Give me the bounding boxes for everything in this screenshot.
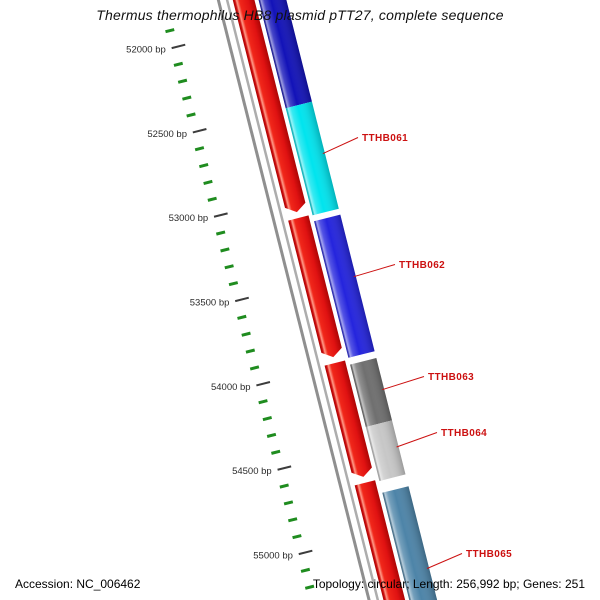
minor-tick (249, 365, 260, 371)
gene-label-tthb062[interactable]: TTHB062 (399, 260, 445, 271)
minor-tick (279, 483, 289, 489)
ruler-label: 54000 bp (211, 382, 251, 393)
gene-label-leader (396, 432, 438, 448)
minor-tick (165, 28, 175, 34)
status-accession: Accession: NC_006462 (15, 577, 141, 591)
gene-label-tthb064[interactable]: TTHB064 (441, 428, 487, 439)
gene-label-leader (322, 137, 359, 155)
minor-tick (228, 281, 239, 287)
minor-tick (287, 517, 298, 523)
minor-tick (304, 584, 315, 590)
minor-tick (283, 500, 294, 506)
minor-tick (258, 399, 268, 405)
gene-label-leader (426, 553, 463, 569)
ruler-label: 52000 bp (126, 45, 166, 56)
minor-tick (203, 179, 213, 185)
map-title: Thermus thermophilus HB8 plasmid pTT27, … (96, 7, 504, 23)
minor-tick (215, 230, 226, 236)
gene-label-leader (353, 264, 396, 278)
cds-arrow[interactable] (324, 360, 372, 477)
minor-tick (207, 196, 217, 202)
ruler-label: 54500 bp (232, 466, 272, 477)
backbone-inner-line (225, 0, 380, 600)
major-tick (234, 296, 250, 303)
minor-tick (177, 78, 188, 84)
ruler-label: 53000 bp (169, 213, 209, 224)
minor-tick (245, 348, 256, 354)
ruler-label: 52500 bp (147, 129, 187, 140)
major-tick (277, 465, 292, 471)
minor-tick (241, 331, 251, 337)
status-bar: Accession: NC_006462 Topology: circular;… (15, 577, 585, 591)
major-tick (256, 381, 271, 387)
major-tick (298, 549, 313, 556)
minor-tick (262, 416, 273, 422)
minor-tick (271, 449, 281, 455)
minor-tick (224, 264, 234, 270)
backbone-outer-line (216, 0, 371, 600)
ruler-label: 53500 bp (190, 298, 230, 309)
minor-tick (266, 432, 277, 438)
minor-tick (220, 247, 230, 253)
gene-label-tthb065[interactable]: TTHB065 (466, 549, 512, 560)
minor-tick (292, 534, 302, 540)
minor-tick (194, 146, 205, 152)
minor-tick (237, 314, 247, 320)
major-tick (192, 128, 207, 134)
gene-feature-tthb064[interactable] (365, 420, 406, 481)
major-tick (171, 43, 186, 50)
minor-tick (186, 112, 196, 118)
major-tick (213, 212, 228, 218)
gene-label-tthb061[interactable]: TTHB061 (362, 133, 408, 144)
minor-tick (300, 567, 311, 573)
status-summary: Topology: circular; Length: 256,992 bp; … (312, 577, 585, 591)
ruler-label: 55000 bp (253, 551, 293, 562)
minor-tick (199, 163, 209, 169)
minor-tick (182, 95, 192, 101)
gene-label-tthb063[interactable]: TTHB063 (428, 372, 474, 383)
gene-label-leader (382, 376, 425, 391)
minor-tick (173, 61, 184, 67)
